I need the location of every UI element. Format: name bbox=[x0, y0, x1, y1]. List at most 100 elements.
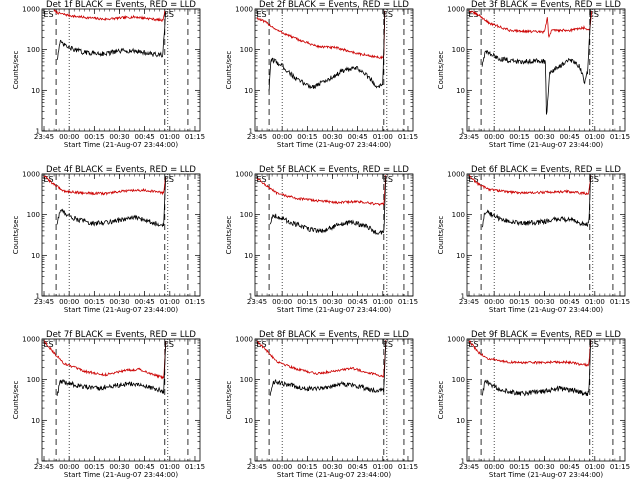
saa-label: ES bbox=[44, 10, 54, 19]
y-tick-label: 1 bbox=[36, 293, 40, 301]
y-tick-label: 1 bbox=[461, 128, 465, 136]
x-tick-label: 00:00 bbox=[59, 298, 79, 306]
y-tick-label: 1000 bbox=[447, 336, 465, 344]
y-tick-label: 100 bbox=[452, 211, 465, 219]
x-tick-label: 00:00 bbox=[484, 133, 504, 141]
x-tick-label: 00:15 bbox=[84, 133, 104, 141]
saa-label: ES bbox=[257, 340, 267, 349]
y-tick-label: 100 bbox=[27, 211, 40, 219]
x-tick-label: 01:15 bbox=[398, 463, 418, 471]
y-tick-label: 100 bbox=[452, 376, 465, 384]
x-tick-label: 01:15 bbox=[398, 298, 418, 306]
x-axis-label: Start Time (21-Aug-07 23:44:00) bbox=[489, 471, 603, 479]
y-axis-label: Counts/sec bbox=[12, 216, 20, 255]
x-tick-label: 00:00 bbox=[272, 133, 292, 141]
x-tick-label: 00:00 bbox=[484, 298, 504, 306]
x-tick-label: 23:45 bbox=[34, 463, 54, 471]
saa-label: ES bbox=[257, 10, 267, 19]
detector-panel-6: Det 6f BLACK = Events, RED = LLD 1 10 100 10… bbox=[437, 165, 630, 314]
event-rate-line bbox=[481, 173, 592, 228]
x-tick-label: 00:30 bbox=[534, 463, 554, 471]
x-tick-label: 00:30 bbox=[534, 133, 554, 141]
saa-label: ES bbox=[589, 340, 599, 349]
x-tick-label: 00:45 bbox=[135, 298, 155, 306]
y-tick-label: 10 bbox=[244, 252, 253, 260]
x-tick-label: 00:15 bbox=[297, 463, 317, 471]
plot-frame bbox=[41, 173, 201, 297]
y-tick-label: 1 bbox=[36, 128, 40, 136]
x-tick-label: 00:30 bbox=[534, 298, 554, 306]
plot-frame bbox=[254, 173, 414, 297]
y-tick-label: 10 bbox=[244, 417, 253, 425]
event-rate-line bbox=[481, 8, 592, 115]
plot-frame bbox=[466, 8, 626, 132]
y-tick-label: 1 bbox=[461, 458, 465, 466]
x-tick-label: 23:45 bbox=[459, 298, 479, 306]
lld-rate-line bbox=[256, 11, 386, 60]
x-tick-label: 00:45 bbox=[135, 133, 155, 141]
y-tick-label: 100 bbox=[452, 46, 465, 54]
lld-rate-line bbox=[53, 9, 166, 22]
event-rate-line bbox=[269, 340, 387, 396]
x-tick-label: 00:15 bbox=[84, 463, 104, 471]
y-tick-label: 10 bbox=[456, 87, 465, 95]
y-axis-label: Counts/sec bbox=[225, 381, 233, 420]
detector-panel-8: Det 8f BLACK = Events, RED = LLD 1 10 100 10… bbox=[225, 330, 418, 479]
saa-label: ES bbox=[589, 10, 599, 19]
detector-panel-5: Det 5f BLACK = Events, RED = LLD 1 10 100 10… bbox=[225, 165, 418, 314]
panel-title: Det 6f BLACK = Events, RED = LLD bbox=[471, 165, 621, 175]
x-tick-label: 01:15 bbox=[185, 463, 205, 471]
x-tick-label: 00:15 bbox=[509, 133, 529, 141]
y-tick-label: 1000 bbox=[22, 171, 40, 179]
x-tick-label: 00:45 bbox=[348, 298, 368, 306]
lld-rate-line bbox=[43, 175, 167, 196]
panel-title: Det 5f BLACK = Events, RED = LLD bbox=[259, 165, 409, 175]
y-tick-label: 1 bbox=[249, 128, 253, 136]
x-tick-label: 00:15 bbox=[297, 133, 317, 141]
y-tick-label: 1 bbox=[36, 458, 40, 466]
event-rate-line bbox=[56, 12, 167, 61]
detector-panel-7: Det 7f BLACK = Events, RED = LLD 1 10 100 10… bbox=[12, 330, 205, 479]
saa-label: ES bbox=[44, 175, 54, 184]
lld-rate-line bbox=[256, 339, 387, 378]
x-axis-label: Start Time (21-Aug-07 23:44:00) bbox=[489, 306, 603, 314]
x-tick-label: 01:15 bbox=[185, 298, 205, 306]
x-tick-label: 00:00 bbox=[59, 133, 79, 141]
saa-label: ES bbox=[164, 175, 174, 184]
panel-title: Det 9f BLACK = Events, RED = LLD bbox=[471, 330, 621, 340]
y-tick-label: 1 bbox=[461, 293, 465, 301]
lld-rate-line bbox=[468, 10, 593, 39]
y-axis-label: Counts/sec bbox=[12, 51, 20, 90]
saa-label: ES bbox=[589, 175, 599, 184]
x-tick-label: 00:45 bbox=[348, 463, 368, 471]
x-tick-label: 00:30 bbox=[322, 133, 342, 141]
x-tick-label: 01:00 bbox=[160, 463, 180, 471]
x-tick-label: 00:30 bbox=[322, 463, 342, 471]
lld-rate-line bbox=[256, 174, 387, 207]
lld-rate-line bbox=[43, 340, 167, 380]
y-tick-label: 10 bbox=[456, 252, 465, 260]
x-tick-label: 23:45 bbox=[247, 133, 267, 141]
y-tick-label: 10 bbox=[456, 417, 465, 425]
panel-title: Det 4f BLACK = Events, RED = LLD bbox=[46, 165, 196, 175]
y-tick-label: 1000 bbox=[235, 6, 253, 14]
x-axis-label: Start Time (21-Aug-07 23:44:00) bbox=[277, 306, 391, 314]
y-tick-label: 100 bbox=[27, 376, 40, 384]
x-tick-label: 01:00 bbox=[585, 463, 605, 471]
x-tick-label: 01:15 bbox=[610, 463, 630, 471]
y-tick-label: 1000 bbox=[22, 336, 40, 344]
saa-label: ES bbox=[164, 340, 174, 349]
x-tick-label: 00:30 bbox=[109, 463, 129, 471]
y-tick-label: 10 bbox=[31, 417, 40, 425]
saa-label: ES bbox=[383, 175, 393, 184]
detector-panel-3: Det 3f BLACK = Events, RED = LLD 1 10 100 10… bbox=[437, 0, 630, 149]
x-tick-label: 00:15 bbox=[297, 298, 317, 306]
event-rate-line bbox=[56, 176, 167, 228]
y-tick-label: 10 bbox=[244, 87, 253, 95]
x-tick-label: 23:45 bbox=[247, 463, 267, 471]
x-tick-label: 23:45 bbox=[459, 463, 479, 471]
y-axis-label: Counts/sec bbox=[437, 216, 445, 255]
y-tick-label: 1000 bbox=[235, 336, 253, 344]
panel-title: Det 7f BLACK = Events, RED = LLD bbox=[46, 330, 196, 340]
y-axis-label: Counts/sec bbox=[12, 381, 20, 420]
